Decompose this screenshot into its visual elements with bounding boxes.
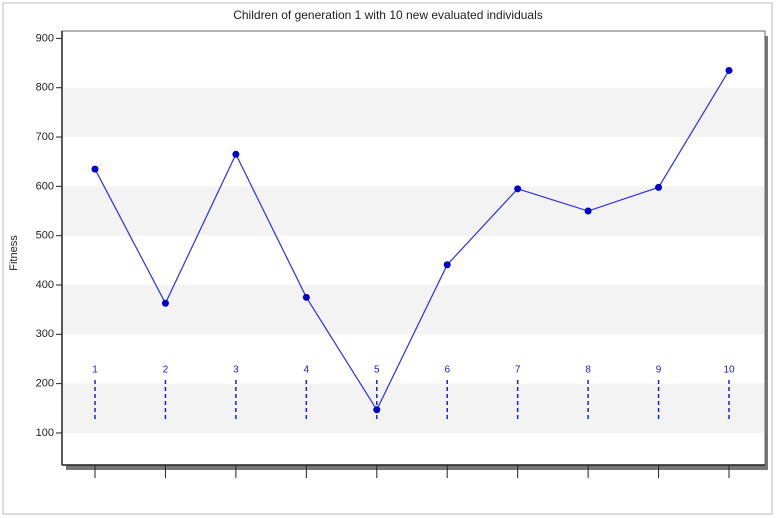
y-axis-label: Fitness <box>8 235 20 271</box>
point <box>443 261 451 269</box>
point <box>161 299 169 307</box>
y-tick-label: 200 <box>36 378 54 390</box>
y-tick-label: 700 <box>36 131 54 143</box>
x-tick-label: 9 <box>656 365 662 376</box>
grid-band <box>63 284 764 335</box>
y-tick-label: 600 <box>36 180 54 192</box>
point <box>725 66 733 74</box>
x-tick-label: 3 <box>233 365 239 376</box>
point <box>655 183 663 191</box>
y-tick-label: 400 <box>36 279 54 291</box>
x-tick-label: 8 <box>585 365 591 376</box>
y-tick-label: 800 <box>36 82 54 94</box>
x-tick-label: 1 <box>92 365 98 376</box>
point <box>232 150 240 158</box>
grid-band <box>63 186 764 236</box>
bands <box>63 87 764 433</box>
chart-title: Children of generation 1 with 10 new eva… <box>233 8 543 22</box>
point <box>302 293 310 301</box>
y-tick-label: 900 <box>36 32 54 44</box>
point <box>91 165 99 173</box>
x-tick-label: 4 <box>304 365 310 376</box>
x-tick-label: 6 <box>444 365 450 376</box>
y-tick-label: 300 <box>36 328 54 340</box>
x-tick-label: 10 <box>723 365 735 376</box>
y-tick-label: 500 <box>36 230 54 242</box>
x-tick-label: 5 <box>374 365 380 376</box>
grid-band <box>63 383 764 433</box>
x-tick-label: 7 <box>515 365 521 376</box>
grid-band <box>63 87 764 138</box>
point <box>514 185 522 193</box>
line <box>94 70 730 411</box>
point <box>373 406 381 414</box>
point <box>584 207 592 215</box>
y-tick-label: 100 <box>36 427 54 439</box>
x-tick-label: 2 <box>163 365 169 376</box>
